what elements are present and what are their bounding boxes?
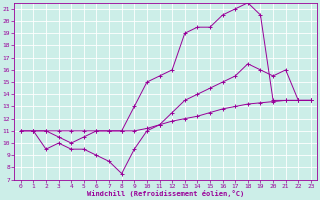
X-axis label: Windchill (Refroidissement éolien,°C): Windchill (Refroidissement éolien,°C) [87,190,244,197]
